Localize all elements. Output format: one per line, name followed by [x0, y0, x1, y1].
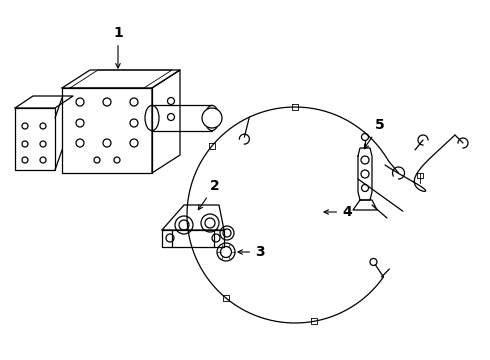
- Circle shape: [202, 108, 222, 128]
- Circle shape: [370, 258, 377, 265]
- Circle shape: [361, 156, 369, 164]
- Circle shape: [220, 247, 231, 257]
- Circle shape: [361, 170, 369, 178]
- Circle shape: [130, 119, 138, 127]
- Circle shape: [362, 184, 368, 192]
- Text: 4: 4: [324, 205, 352, 219]
- Circle shape: [362, 134, 368, 140]
- Circle shape: [130, 139, 138, 147]
- Circle shape: [166, 234, 174, 242]
- Text: 5: 5: [364, 118, 385, 149]
- Circle shape: [175, 216, 193, 234]
- Circle shape: [220, 226, 234, 240]
- Circle shape: [212, 234, 220, 242]
- Circle shape: [76, 139, 84, 147]
- Circle shape: [40, 157, 46, 163]
- Circle shape: [217, 243, 235, 261]
- Circle shape: [168, 113, 174, 121]
- Circle shape: [179, 220, 189, 230]
- Circle shape: [130, 98, 138, 106]
- Circle shape: [94, 157, 100, 163]
- Circle shape: [22, 123, 28, 129]
- Circle shape: [114, 157, 120, 163]
- Circle shape: [22, 141, 28, 147]
- Circle shape: [103, 98, 111, 106]
- Circle shape: [223, 229, 231, 237]
- Text: 1: 1: [113, 26, 123, 68]
- Text: 3: 3: [238, 245, 265, 259]
- Circle shape: [22, 157, 28, 163]
- Circle shape: [76, 98, 84, 106]
- Circle shape: [168, 98, 174, 104]
- Circle shape: [40, 141, 46, 147]
- Circle shape: [201, 214, 219, 232]
- Ellipse shape: [145, 105, 159, 131]
- Circle shape: [205, 218, 215, 228]
- Circle shape: [76, 119, 84, 127]
- Circle shape: [40, 123, 46, 129]
- Text: 2: 2: [198, 179, 220, 210]
- Ellipse shape: [205, 105, 219, 131]
- Circle shape: [103, 139, 111, 147]
